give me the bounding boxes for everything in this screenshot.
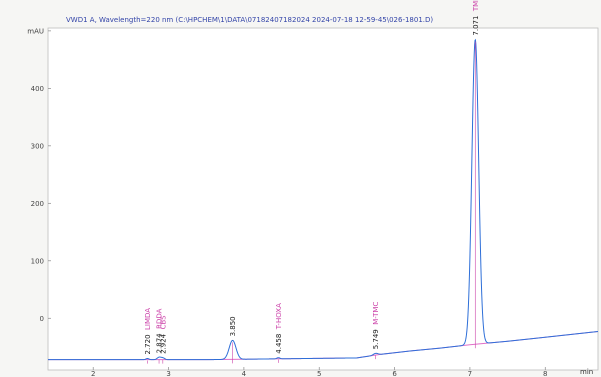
peak-rt-label: 3.850 <box>229 316 237 336</box>
peak-compound-label: RDDA <box>156 308 164 329</box>
peak-rt-label: 2.720 <box>144 334 152 354</box>
x-tick-label: 3 <box>166 370 170 377</box>
peak-compound-label: CBS <box>159 315 167 330</box>
peak-rt-label: 4.458 <box>275 334 283 354</box>
y-tick-label: mAU <box>27 27 44 35</box>
x-tick-label: 6 <box>392 370 397 377</box>
y-tick-label: 0 <box>40 315 44 323</box>
peak-rt-label: 7.071 <box>472 16 480 36</box>
x-tick-label: 7 <box>468 370 472 377</box>
x-tick-label: 8 <box>543 370 547 377</box>
x-axis-unit: min <box>580 368 593 376</box>
peak-labels: 2.720 LIMDA 2.874 RDDA 2.924 CBS 3.850 4.458 T-H… <box>144 0 480 364</box>
x-tick-label: 5 <box>317 370 321 377</box>
y-tick-label: 100 <box>31 257 44 265</box>
peak-compound-label: TMLA <box>472 0 480 12</box>
chart-header: VWD1 A, Wavelength=220 nm (C:\HPCHEM\1\D… <box>66 16 433 24</box>
y-tick-label: 300 <box>31 142 44 150</box>
peak-compound-label: LIMDA <box>144 308 152 330</box>
x-axis: 2 3 4 5 6 7 8 <box>91 367 547 377</box>
peak-rt-label: 2.924 <box>159 333 167 354</box>
peak-compound-label: M-TMC <box>372 302 380 325</box>
peak-rt-label: 2.874 <box>156 333 164 354</box>
y-tick-label: 200 <box>31 200 44 208</box>
x-tick-label: 4 <box>242 370 247 377</box>
signal-line <box>48 38 599 361</box>
peak-rt-label: 5.749 <box>372 329 380 349</box>
y-axis: 0 100 200 300 400 mAU <box>27 27 51 323</box>
x-tick-label: 2 <box>91 370 95 377</box>
plot-frame <box>47 27 599 371</box>
y-tick-label: 400 <box>31 85 44 93</box>
series-group <box>48 38 599 361</box>
peak-compound-label: T-HOXA <box>275 303 283 330</box>
